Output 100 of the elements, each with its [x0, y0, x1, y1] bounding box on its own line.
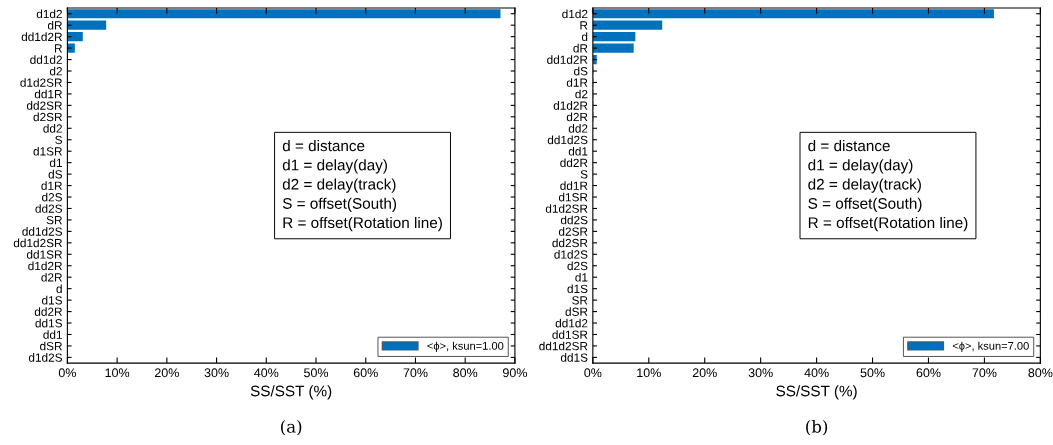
x-tick-label: 20% — [154, 368, 179, 378]
y-tick-label: SR — [46, 215, 62, 225]
x-tick-label: 90% — [502, 368, 527, 378]
annotation: d = distance — [808, 140, 890, 152]
x-tick-label: 10% — [105, 368, 130, 378]
bar — [592, 9, 994, 19]
y-tick-label: d1R — [41, 181, 62, 190]
y-tick-label: d2SR — [558, 227, 588, 236]
x-tick-label: 70% — [972, 368, 997, 378]
x-tick-label: 80% — [453, 368, 478, 378]
y-tick-label: d2S — [567, 261, 588, 271]
y-tick-label: dd1SR — [552, 330, 588, 339]
x-tick-label: 30% — [748, 368, 773, 378]
y-tick-label: d1d2SR — [20, 78, 62, 87]
y-tick-label: d1d2S — [554, 250, 588, 259]
y-tick-label: dSR — [40, 341, 62, 351]
y-tick-label: dd1S — [35, 318, 62, 328]
y-tick-label: d — [581, 32, 588, 42]
bar — [67, 32, 83, 42]
y-tick-label: S — [55, 135, 62, 145]
y-tick-label: dd1d2SR — [539, 341, 588, 351]
legend-label: <ϕ>, ksun=1.00 — [427, 341, 504, 353]
y-tick-label: dd2SR — [26, 101, 62, 110]
y-tick-label: d1d2S — [28, 353, 62, 362]
bar — [67, 9, 501, 19]
y-tick-label: dd1 — [43, 330, 62, 339]
y-tick-label: d2 — [49, 66, 62, 76]
annotation: S = offset(South) — [282, 197, 397, 212]
y-tick-label: d1R — [566, 78, 588, 87]
y-tick-label: d2SR — [33, 112, 62, 122]
y-tick-label: d2R — [41, 272, 62, 282]
x-axis-title: SS/SST (%) — [250, 385, 332, 400]
x-tick-label: 40% — [254, 368, 279, 378]
y-tick-label: dd2R — [560, 158, 588, 168]
y-tick-label: d1SR — [33, 146, 62, 156]
y-tick-label: S — [580, 170, 588, 179]
x-tick-label: 10% — [637, 368, 661, 378]
y-tick-label: dd1R — [34, 89, 62, 99]
y-tick-label: dd2R — [34, 307, 62, 316]
annotation: S = offset(South) — [808, 197, 922, 212]
x-tick-label: 50% — [860, 368, 885, 378]
annotation: d = distance — [282, 140, 365, 152]
y-tick-label: dd1d2 — [30, 55, 62, 64]
y-tick-label: d1SR — [558, 192, 588, 202]
y-tick-label: dd1d2R — [21, 32, 62, 42]
y-tick-label: d2 — [575, 89, 588, 99]
annotation: R = offset(Rotation line) — [808, 216, 968, 232]
bar — [592, 20, 663, 30]
y-tick-label: dd1d2 — [555, 318, 588, 328]
y-tick-label: R — [54, 44, 62, 53]
y-tick-label: d1S — [567, 284, 588, 294]
y-tick-label: d — [56, 284, 62, 294]
bar — [592, 32, 636, 42]
y-tick-label: dS — [48, 169, 62, 179]
y-tick-label: R — [580, 21, 588, 30]
y-tick-label: dR — [47, 20, 62, 30]
x-tick-label: 60% — [916, 368, 941, 378]
y-tick-label: dd1d2S — [22, 227, 62, 236]
y-tick-label: d1d2 — [36, 9, 62, 19]
text: (a) — [281, 419, 302, 436]
y-tick-label: dSR — [565, 307, 588, 316]
y-tick-label: dd1d2S — [547, 135, 588, 145]
y-tick-label: d1 — [49, 158, 62, 168]
x-tick-label: 70% — [403, 368, 428, 378]
y-tick-label: d1 — [575, 272, 588, 282]
y-tick-label: dd2SR — [552, 238, 588, 248]
y-tick-label: dd2 — [43, 124, 62, 133]
y-tick-label: SR — [572, 296, 588, 305]
x-tick-label: 60% — [353, 368, 378, 378]
bar — [67, 20, 107, 30]
y-tick-label: dd1 — [568, 146, 588, 156]
y-tick-label: dd1d2SR — [13, 238, 62, 248]
y-tick-label: d1d2R — [553, 101, 588, 110]
y-tick-label: dd1SR — [26, 250, 62, 259]
y-tick-label: dd1R — [560, 181, 588, 190]
y-tick-label: dd1S — [560, 353, 588, 362]
x-tick-label: 0% — [58, 368, 76, 378]
y-tick-label: dd2S — [35, 204, 62, 213]
x-tick-label: 50% — [304, 368, 329, 378]
x-axis-title: SS/SST (%) — [776, 385, 857, 400]
y-tick-label: d1d2R — [28, 261, 62, 271]
x-tick-label: 0% — [584, 368, 602, 378]
y-tick-label: dd2S — [560, 215, 588, 225]
text: (b) — [806, 419, 828, 436]
y-tick-label: d1S — [42, 295, 62, 305]
legend-label: <ϕ>, ksun=7.00 — [952, 341, 1029, 353]
y-tick-label: d1d2 — [562, 9, 588, 19]
x-tick-label: 80% — [1028, 368, 1053, 378]
x-tick-label: 20% — [692, 368, 717, 378]
y-tick-label: dd1d2R — [547, 55, 588, 64]
y-tick-label: d2S — [42, 192, 62, 202]
annotation: R = offset(Rotation line) — [283, 216, 442, 232]
annotation: d2 = delay(track) — [282, 178, 396, 193]
x-tick-label: 30% — [204, 368, 229, 378]
y-tick-label: dR — [573, 43, 588, 53]
y-tick-label: dS — [574, 66, 588, 76]
annotation: d2 = delay(track) — [808, 178, 921, 193]
bar — [592, 43, 634, 53]
y-tick-label: dd2 — [568, 124, 588, 133]
annotation: d1 = delay(day) — [808, 159, 913, 174]
